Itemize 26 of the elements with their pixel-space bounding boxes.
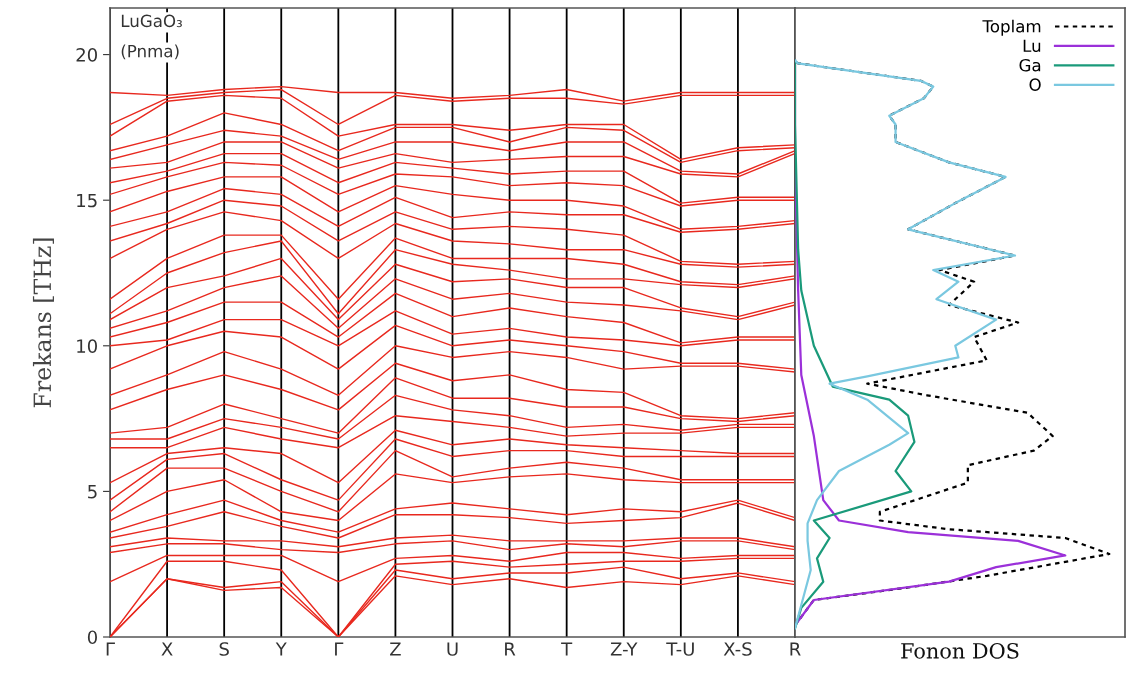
legend-label: O [1029,78,1041,91]
x-tick-label: S [219,642,229,656]
legend-label: Lu [1023,39,1041,53]
x-tick-label: Γ [106,642,115,656]
legend-label: Toplam [982,19,1041,36]
annotation: (Pnma) [121,44,179,60]
x-tick-label: T [561,642,573,656]
x-tick-label: Γ [335,642,344,656]
x-tick-label: Y [275,642,287,656]
x-tick-label: R [790,642,801,656]
x-tick-label: X-S [723,642,752,656]
x-tick-label: T-U [666,642,694,656]
x-tick-label: Z [390,642,401,656]
y-tick-label: 0 [87,630,97,645]
x-tick-label: U [447,642,458,656]
x-tick-label: X [161,642,173,656]
y-tick-label: 15 [77,193,97,208]
x-tick-label: R [505,642,516,656]
legend-label: Ga [1019,58,1041,72]
annotation: LuGaO₃ [121,14,182,28]
x-axis-title: Fonon DOS [901,642,1019,659]
y-axis-title: Frekans [THz] [32,238,54,408]
y-tick-label: 5 [88,485,97,499]
x-tick-label: Z-Y [610,642,638,656]
y-tick-label: 10 [77,339,97,353]
y-tick-label: 20 [76,48,97,62]
